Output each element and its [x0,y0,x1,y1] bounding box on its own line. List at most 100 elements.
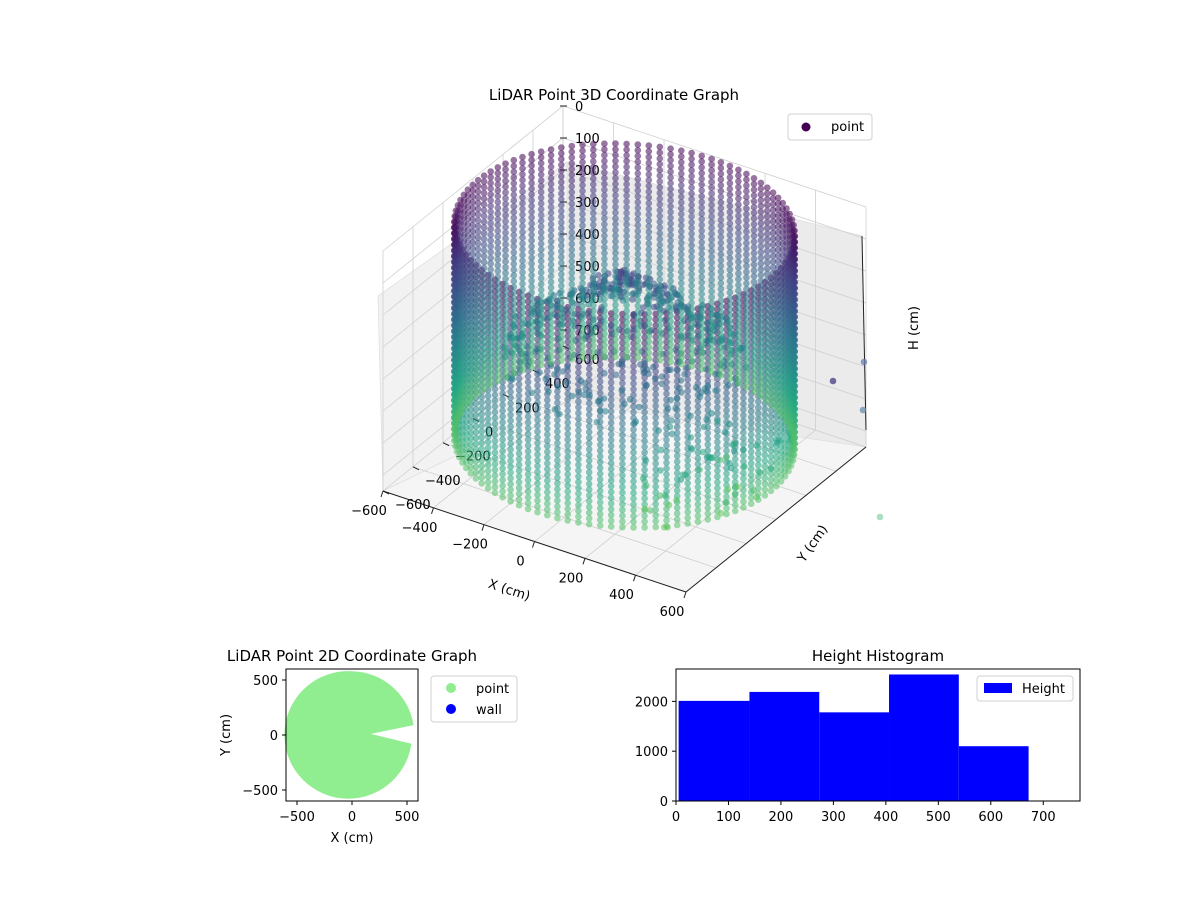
point-3d [534,445,541,453]
point-3d [724,485,732,493]
point-3d [761,428,769,436]
point-3d [688,446,696,453]
point-3d [617,268,624,276]
point-3d [704,435,712,443]
point-3d [585,497,593,505]
point-3d [510,168,518,176]
point-3d [596,412,604,420]
point-3d [534,508,541,516]
point-3d [619,518,626,525]
point-3d [579,233,586,241]
point-3d [645,274,653,282]
point-3d [723,395,730,403]
point-3d [735,258,742,266]
point-3d [757,369,765,377]
point-3d [717,349,725,356]
point-3d [687,412,694,420]
point-3d [684,393,691,401]
point-3d [769,212,777,220]
point-3d [667,203,674,210]
point-3d [601,342,608,349]
point-3d [467,464,475,471]
point-3d [590,221,597,229]
point-3d [510,364,518,371]
point-3d [678,147,685,154]
point-3d [769,362,777,369]
point-3d [579,274,586,281]
point-3d [750,359,758,366]
point-3d [554,474,561,482]
point-3d [510,300,518,308]
point-3d [688,172,695,180]
point-3d [612,371,620,379]
point-3d [740,504,747,511]
point-3d [678,337,685,345]
point-3d [452,420,460,428]
point-3d [723,407,730,414]
point-3d [507,388,514,396]
point-3d [562,306,570,314]
point-3d [645,269,653,276]
point-3d [537,257,545,265]
x-tick-label-hist: 400 [873,810,898,825]
point-3d [757,381,765,388]
point-3d [528,185,535,193]
point-3d [596,407,604,415]
point-3d [623,319,630,326]
point-3d [547,157,555,165]
point-3d [487,317,495,325]
point-3d [731,507,739,515]
point-3d [623,215,630,223]
point-3d [743,251,750,258]
point-3d [769,200,777,208]
point-3d [750,290,758,297]
point-3d [717,256,725,264]
point-3d [510,347,518,354]
point-3d [750,353,758,361]
point-3d [558,345,565,353]
point-3d [786,383,793,391]
point-3d [735,350,742,358]
point-3d [694,460,702,468]
point-3d [472,429,480,436]
point-3d [698,187,705,194]
point-3d [554,376,561,384]
point-3d [708,363,715,370]
point-3d [726,420,733,428]
point-3d [645,148,653,155]
point-3d [764,357,771,364]
point-3d [761,405,769,413]
point-3d [502,241,509,248]
point-3d [735,183,742,191]
point-3d [750,209,758,217]
point-3d [585,492,593,499]
point-3d [630,483,637,491]
point-3d [726,352,734,360]
point-3d [767,453,775,460]
point-3d [630,437,637,445]
point-3d [478,480,486,487]
point-3d [684,456,691,464]
point-3d [607,408,615,415]
point-3d [602,408,609,415]
point-3d [684,479,691,487]
point-3d [723,470,730,478]
point-3d [652,454,659,462]
point-3d [544,471,551,479]
point-3d [499,482,506,490]
point-3d [645,217,653,224]
point-3d [487,271,495,279]
point-3d [769,310,777,318]
point-3d [451,437,458,444]
point-3d [619,426,626,433]
point-3d [757,340,765,348]
point-3d [726,364,734,371]
point-3d [750,221,758,228]
point-3d [678,360,685,368]
point-3d [769,229,777,237]
point-3d [478,457,486,464]
point-3d [510,289,518,297]
point-3d [652,385,659,393]
point-3d [643,381,650,389]
